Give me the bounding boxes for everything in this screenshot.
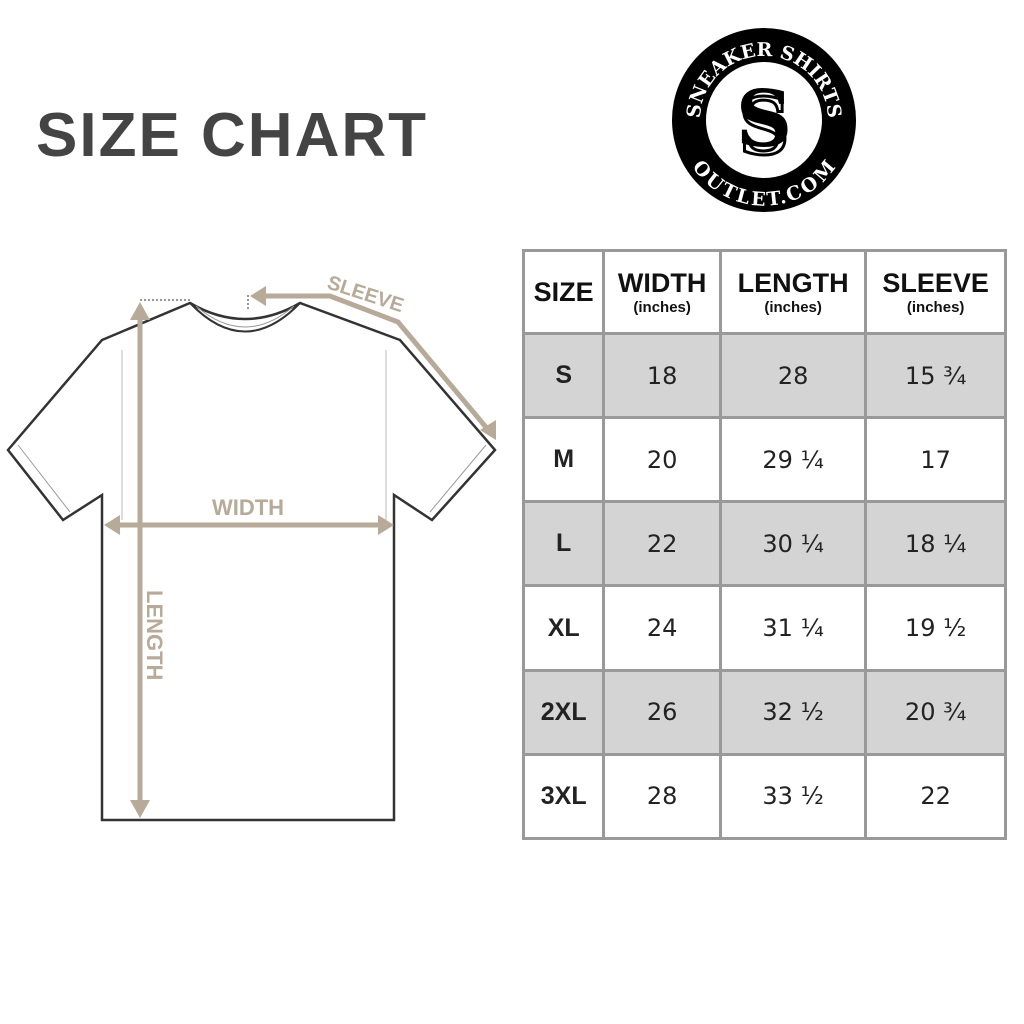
column-header: SIZE [521, 249, 606, 335]
size-cell: XL [521, 584, 606, 672]
value-cell: 22 [864, 752, 1007, 841]
table-row: 3XL 28 33 ½ 22 [521, 752, 1007, 841]
size-cell: 3XL [521, 752, 606, 841]
sneaker-shirts-outlet-logo: SNEAKER SHIRTS OUTLET.COM S S [672, 28, 856, 212]
size-cell: M [521, 416, 606, 504]
value-cell: 22 [602, 500, 722, 588]
value-cell: 29 ¼ [718, 416, 868, 504]
size-table: SIZE WIDTH (inches) LENGTH (inches) SLEEVE (in… [521, 249, 1007, 841]
header-unit: (inches) [633, 298, 691, 316]
table-row: XL 24 31 ¼ 19 ½ [521, 584, 1007, 672]
value-cell: 32 ½ [718, 668, 868, 756]
header-label: SLEEVE [882, 267, 989, 298]
value-cell: 31 ¼ [718, 584, 868, 672]
table-row: M 20 29 ¼ 17 [521, 416, 1007, 504]
value-cell: 28 [602, 752, 722, 841]
header-label: LENGTH [737, 267, 849, 298]
svg-text:S: S [737, 83, 790, 173]
width-label: WIDTH [212, 495, 284, 520]
value-cell: 26 [602, 668, 722, 756]
size-cell: S [521, 331, 606, 420]
table-row: S 18 28 15 ¾ [521, 331, 1007, 420]
tshirt-diagram: WIDTH LENGTH SLEEVE [6, 272, 497, 822]
size-cell: L [521, 500, 606, 588]
table-row: 2XL 26 32 ½ 20 ¾ [521, 668, 1007, 756]
column-header: SLEEVE (inches) [864, 249, 1007, 335]
value-cell: 20 [602, 416, 722, 504]
value-cell: 19 ½ [864, 584, 1007, 672]
svg-text:S: S [736, 74, 792, 165]
length-label: LENGTH [142, 590, 167, 680]
header-unit: (inches) [906, 298, 965, 316]
value-cell: 30 ¼ [718, 500, 868, 588]
page-title: SIZE CHART [36, 101, 428, 170]
value-cell: 18 [602, 331, 722, 420]
size-cell: 2XL [521, 668, 606, 756]
value-cell: 15 ¾ [864, 331, 1007, 420]
header-unit: (inches) [764, 298, 822, 316]
column-header: LENGTH (inches) [718, 249, 868, 335]
value-cell: 20 ¾ [864, 668, 1007, 756]
header-label: SIZE [533, 276, 594, 307]
value-cell: 18 ¼ [864, 500, 1007, 588]
value-cell: 28 [718, 331, 868, 420]
value-cell: 33 ½ [718, 752, 868, 841]
column-header: WIDTH (inches) [602, 249, 722, 335]
tshirt-outline [6, 301, 497, 822]
table-row: L 22 30 ¼ 18 ¼ [521, 500, 1007, 588]
value-cell: 17 [864, 416, 1007, 504]
value-cell: 24 [602, 584, 722, 672]
header-label: WIDTH [617, 267, 707, 298]
